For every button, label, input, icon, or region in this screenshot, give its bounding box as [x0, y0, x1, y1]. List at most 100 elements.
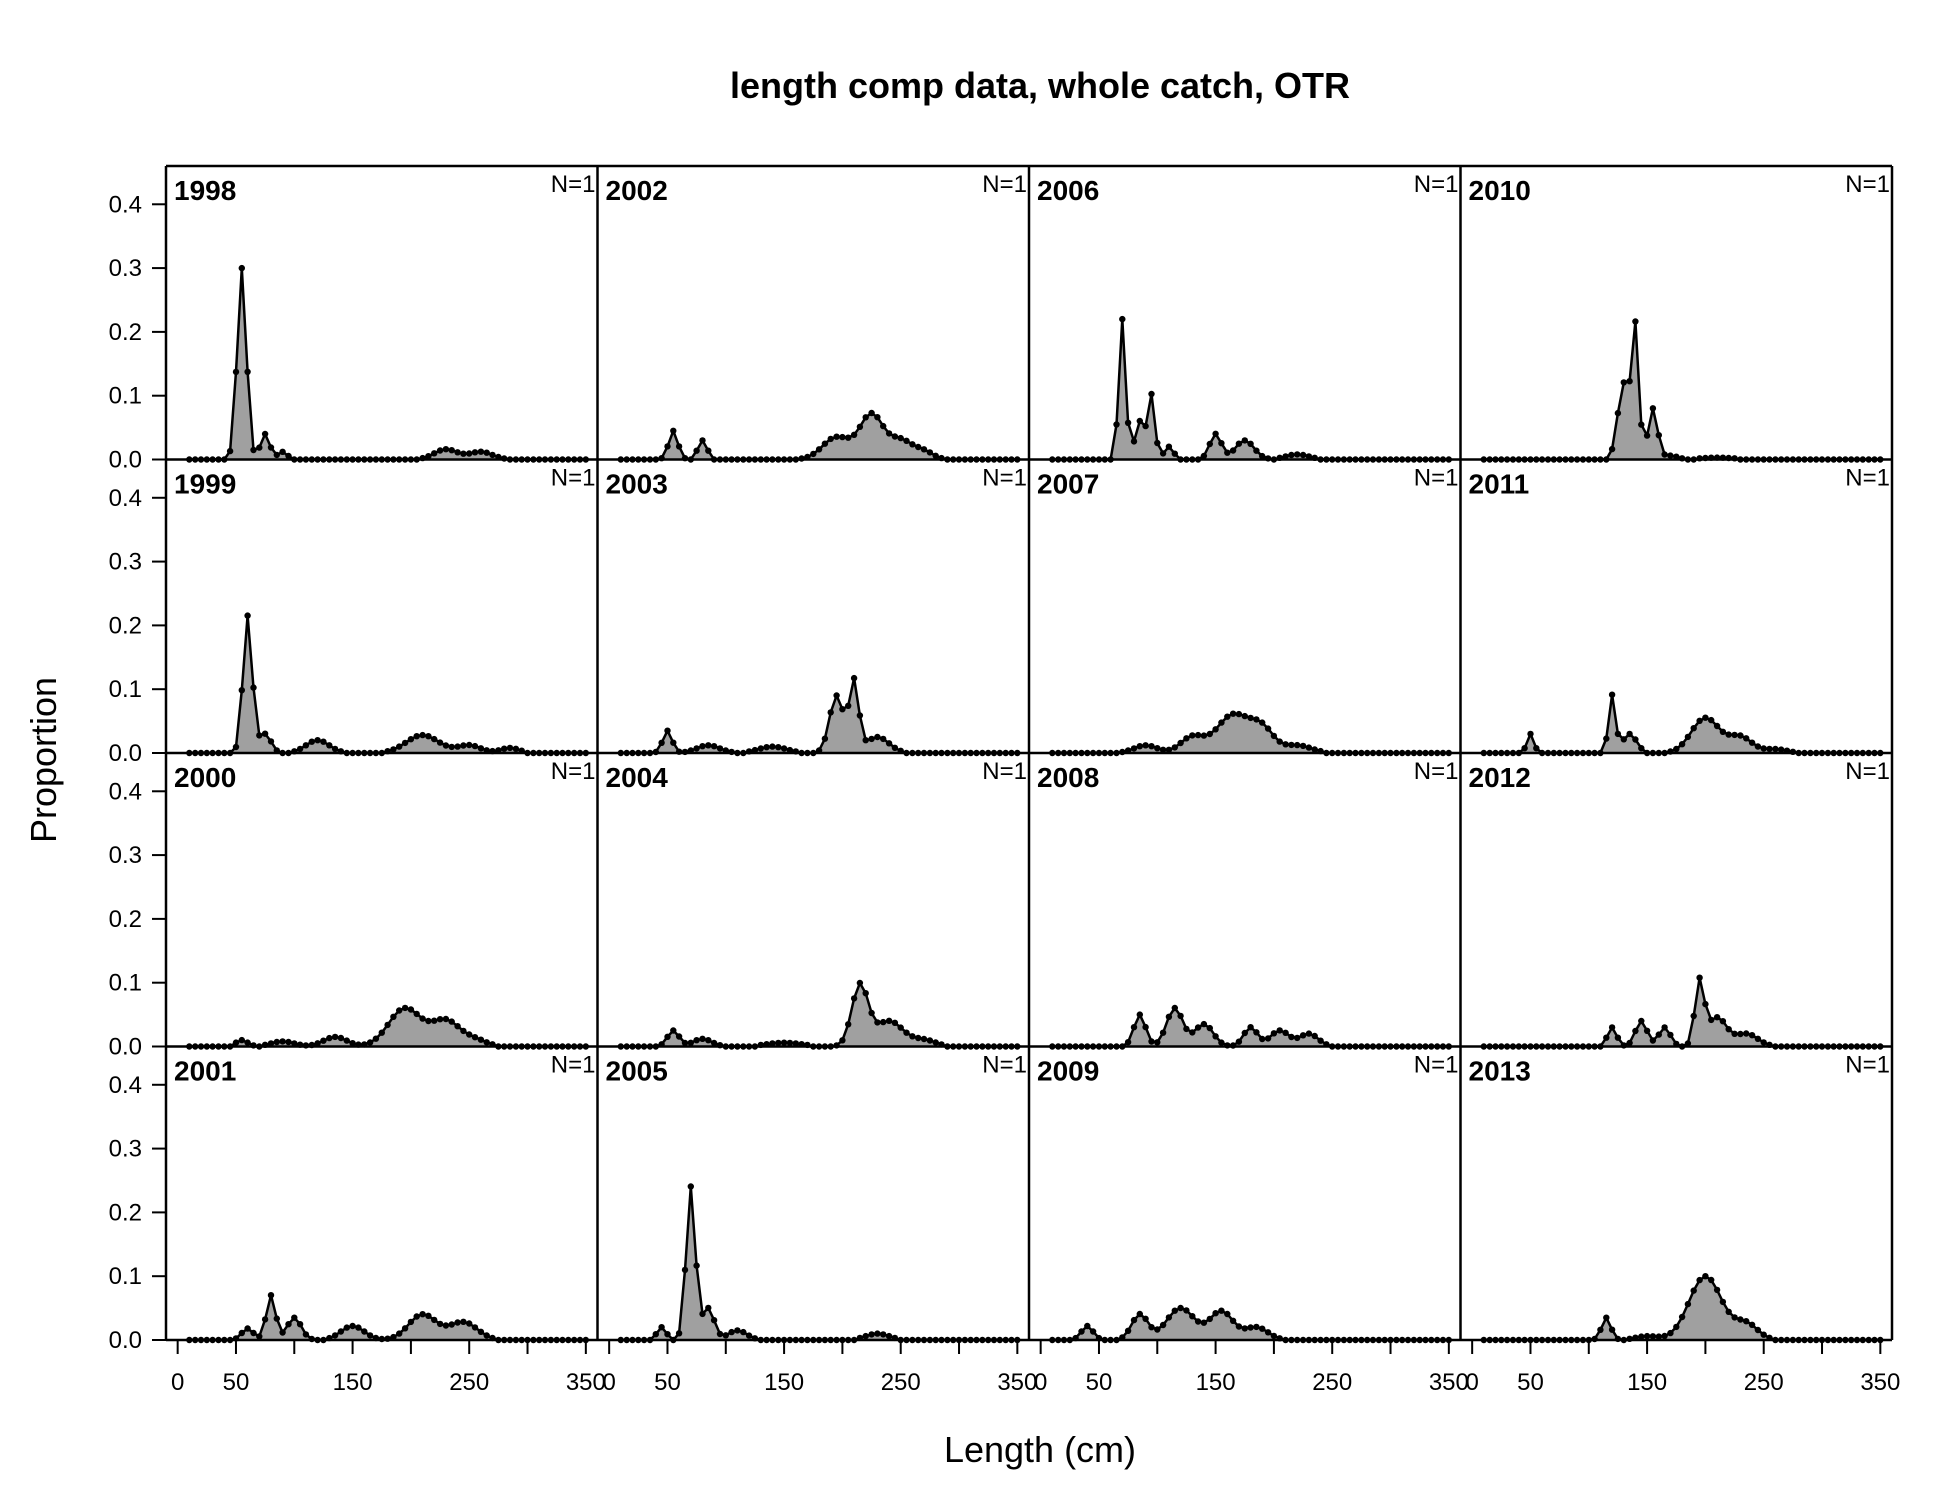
data-point-2012-42	[1725, 1026, 1732, 1033]
data-point-2002-13	[693, 447, 700, 454]
area-fill-2007	[1052, 713, 1449, 753]
data-point-2011-33	[1673, 745, 1680, 753]
data-point-2013-20	[1597, 1326, 1604, 1334]
data-point-1999-9	[238, 687, 245, 694]
data-point-2011-43	[1731, 731, 1738, 739]
data-point-2011-8	[1527, 730, 1534, 738]
data-point-2002-50	[909, 441, 916, 448]
data-point-2001-48	[466, 1320, 473, 1327]
panel-year-label: 2007	[1037, 469, 1099, 500]
data-point-2000-37	[401, 1004, 409, 1012]
data-point-2004-27	[775, 1039, 782, 1047]
data-point-2012-21	[1603, 1034, 1610, 1041]
data-point-2011-38	[1702, 714, 1709, 721]
data-point-2007-18	[1154, 745, 1161, 752]
data-point-2006-11	[1113, 421, 1120, 428]
data-point-2002-40	[850, 431, 858, 438]
panel-n-label: N=1	[1845, 465, 1890, 492]
panel-2008: 2008 N=1	[1037, 758, 1459, 1050]
y-tick-label: 0.0	[109, 1327, 142, 1354]
y-tick-label: 0.1	[109, 383, 142, 410]
data-point-2005-16	[710, 1317, 718, 1324]
data-point-2009-21	[1171, 1307, 1179, 1314]
data-point-2007-21	[1171, 744, 1179, 751]
panel-year-label: 1998	[174, 175, 236, 206]
data-point-2004-52	[920, 1035, 928, 1043]
x-tick-label: 350	[566, 1369, 606, 1396]
data-point-2003-23	[751, 746, 759, 754]
area-fill-2001	[189, 1295, 586, 1340]
data-point-2012-30	[1655, 1031, 1663, 1038]
panel-year-label: 2005	[606, 1056, 668, 1087]
data-point-2004-40	[850, 995, 858, 1002]
data-point-2004-30	[792, 1040, 799, 1047]
data-point-2013-29	[1649, 1333, 1657, 1340]
data-point-2013-34	[1678, 1313, 1686, 1321]
data-point-2008-17	[1148, 1038, 1155, 1045]
data-point-2004-54	[932, 1039, 939, 1046]
data-point-2002-47	[891, 433, 899, 440]
data-point-1998-17	[285, 452, 292, 460]
data-point-2000-49	[471, 1034, 479, 1041]
data-point-2004-48	[897, 1024, 904, 1031]
data-point-2007-15	[1136, 743, 1144, 750]
data-point-2000-27	[343, 1037, 350, 1044]
panel-2004: 2004 N=1	[606, 758, 1027, 1050]
data-point-1999-44	[442, 742, 450, 749]
data-point-2013-21	[1603, 1314, 1610, 1321]
data-point-2002-52	[920, 446, 928, 453]
data-point-2009-32	[1235, 1323, 1243, 1330]
data-point-2003-37	[833, 692, 840, 699]
panel-2005: 2005 N=1	[606, 1052, 1027, 1344]
data-point-2008-39	[1276, 1027, 1283, 1034]
data-point-2007-24	[1189, 732, 1196, 739]
data-point-2006-35	[1253, 447, 1260, 454]
data-point-2001-17	[285, 1321, 292, 1328]
panel-n-label: N=1	[982, 1052, 1027, 1079]
data-point-2004-14	[699, 1035, 706, 1043]
data-point-2005-18	[722, 1332, 729, 1339]
data-point-2005-17	[716, 1330, 724, 1338]
series-line-2003	[620, 676, 1018, 755]
data-point-2001-50	[477, 1328, 485, 1336]
data-point-2000-33	[378, 1029, 385, 1036]
data-point-2004-51	[915, 1034, 922, 1042]
data-point-2011-51	[1778, 746, 1785, 753]
data-point-2004-39	[845, 1021, 852, 1028]
y-tick-label: 0.4	[109, 778, 142, 805]
data-point-2005-22	[745, 1332, 753, 1339]
data-point-2001-39	[413, 1313, 420, 1320]
data-point-2005-10	[675, 1330, 683, 1337]
data-point-2007-26	[1200, 732, 1208, 739]
data-point-2009-24	[1189, 1313, 1196, 1320]
data-point-2009-17	[1148, 1324, 1155, 1331]
data-point-1998-49	[471, 449, 479, 456]
data-point-2010-32	[1667, 452, 1674, 459]
data-point-1998-43	[436, 447, 444, 454]
data-point-2009-15	[1136, 1310, 1144, 1318]
data-point-1999-50	[477, 745, 485, 752]
x-tick-label: 350	[997, 1369, 1037, 1396]
data-point-2002-15	[705, 447, 712, 454]
data-point-2005-12	[687, 1183, 694, 1190]
data-point-2012-40	[1713, 1014, 1721, 1021]
data-point-2013-32	[1667, 1329, 1674, 1337]
data-point-2005-13	[693, 1262, 700, 1269]
data-point-2009-22	[1177, 1304, 1184, 1312]
data-point-2000-18	[291, 1040, 298, 1047]
data-point-2008-23	[1183, 1025, 1190, 1033]
data-point-2003-41	[856, 712, 864, 719]
data-point-1998-52	[489, 451, 496, 459]
data-point-2006-14	[1130, 438, 1138, 445]
data-point-2003-7	[658, 739, 665, 746]
data-point-2011-24	[1620, 736, 1628, 743]
data-point-2009-37	[1264, 1329, 1272, 1336]
data-point-2007-37	[1264, 725, 1272, 732]
data-point-1998-48	[466, 450, 473, 457]
data-point-2008-16	[1142, 1023, 1149, 1031]
data-point-2013-44	[1737, 1316, 1744, 1323]
data-point-2009-26	[1200, 1319, 1208, 1326]
data-point-2013-36	[1690, 1287, 1697, 1294]
data-point-2001-31	[366, 1332, 374, 1339]
data-point-2006-42	[1294, 451, 1301, 458]
